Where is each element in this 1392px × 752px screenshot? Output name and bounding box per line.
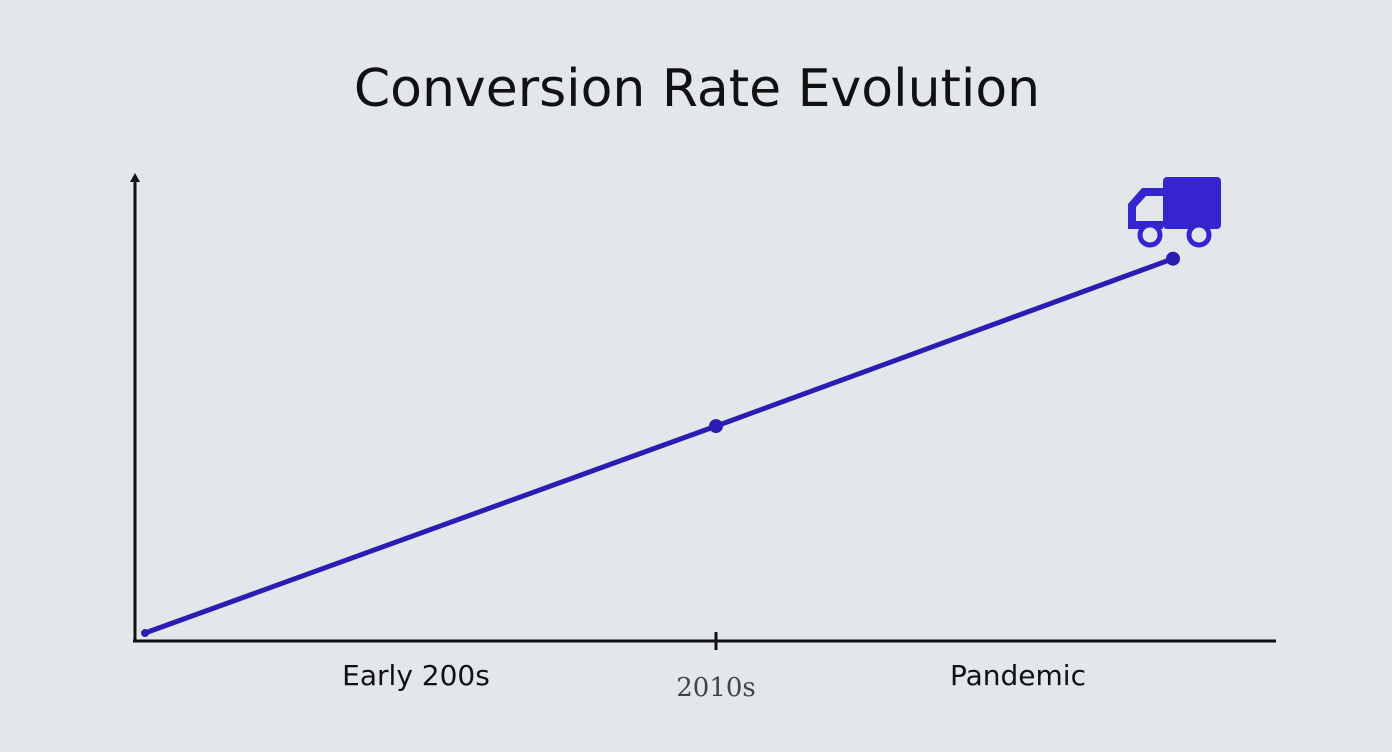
data-point xyxy=(709,419,723,434)
data-point xyxy=(1166,251,1180,266)
x-tick-label: Early 200s xyxy=(342,659,490,692)
x-tick-label: 2010s xyxy=(676,673,756,703)
truck-icon xyxy=(1128,177,1221,248)
chart-title: Conversion Rate Evolution xyxy=(354,59,1040,119)
y-axis-arrow xyxy=(130,173,140,182)
x-tick-label: Pandemic xyxy=(950,659,1086,692)
data-point xyxy=(141,629,149,638)
